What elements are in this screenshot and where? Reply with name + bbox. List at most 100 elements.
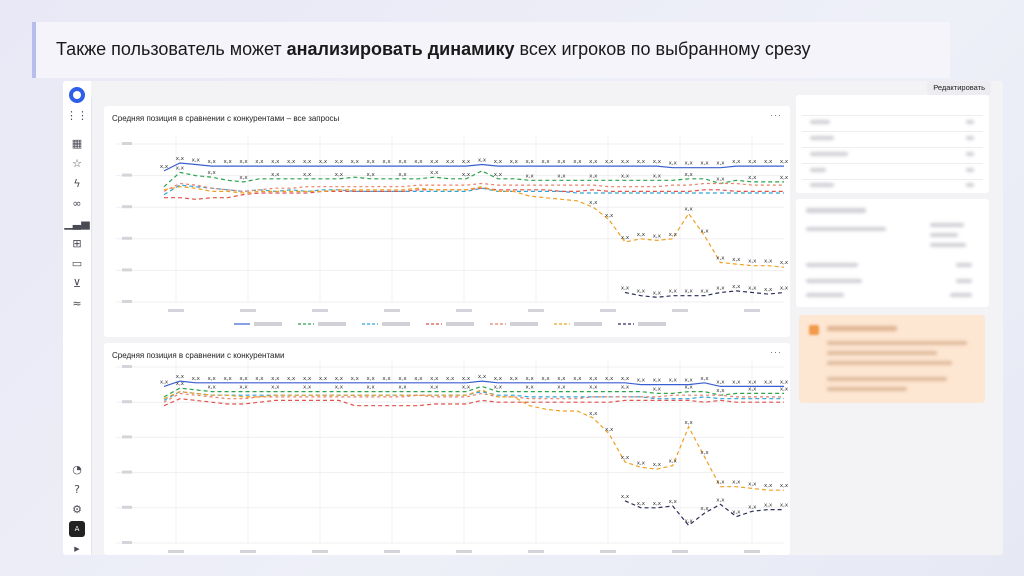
data-label: x,x [748, 386, 757, 392]
series-line-4 [163, 392, 784, 403]
caption-bold: анализировать динамику [286, 39, 515, 59]
edit-button[interactable]: Редактировать [927, 81, 991, 95]
data-label: x,x [478, 374, 487, 380]
data-label: x,x [669, 289, 678, 295]
data-label: x,x [732, 257, 741, 263]
chart-1-menu-button[interactable]: ··· [770, 110, 782, 120]
info-cell [806, 227, 886, 231]
data-label: x,x [653, 386, 662, 392]
slide-caption: Также пользователь может анализировать д… [32, 22, 950, 78]
app-window: ⋮⋮ ▦ ☆ ϟ ∞ ▁▃▅ ⊞ ▭ ⊻ ≈ ◔ ? ⚙ A ▶ Редакти… [63, 81, 1003, 555]
data-label: x,x [382, 376, 391, 382]
recommendation-text [827, 387, 907, 391]
x-tick-label-blurred [384, 309, 400, 312]
data-label: x,x [764, 503, 773, 509]
data-label: x,x [684, 420, 693, 426]
data-label: x,x [526, 376, 535, 382]
gear-icon[interactable]: ⚙ [72, 502, 82, 516]
data-label: x,x [573, 159, 582, 165]
data-label: x,x [637, 232, 646, 238]
data-label: x,x [780, 286, 789, 292]
x-tick-label-blurred [312, 550, 328, 553]
data-label: x,x [192, 158, 201, 164]
data-label: x,x [367, 172, 376, 178]
info-cell [806, 263, 858, 267]
y-tick-label-blurred [122, 365, 132, 368]
right-table-panel [796, 95, 989, 193]
help-icon[interactable]: ? [74, 482, 80, 496]
data-label: x,x [255, 159, 264, 165]
cart-icon[interactable]: ⊻ [72, 276, 82, 290]
expand-icon[interactable]: ▶ [74, 545, 80, 553]
info-cell [806, 293, 844, 297]
chart-2-svg: x,x x,x x,x x,x x,x x,x x,x x,x x,x x,x x,x x,x x,x x… [116, 359, 789, 553]
data-label: x,x [748, 259, 757, 265]
bolt-icon[interactable]: ϟ [73, 176, 81, 190]
x-tick-label-blurred [600, 309, 616, 312]
right-info-panel [796, 199, 989, 307]
data-label: x,x [398, 376, 407, 382]
recommendation-title [827, 326, 897, 331]
data-label: x,x [510, 159, 519, 165]
x-tick-label-blurred [600, 550, 616, 553]
table-cell [966, 120, 974, 124]
grid-icon[interactable]: ⋮⋮ [66, 108, 88, 122]
star-icon[interactable]: ☆ [72, 156, 82, 170]
data-label: x,x [589, 173, 598, 179]
data-label: x,x [208, 385, 217, 391]
data-label: x,x [239, 159, 248, 165]
data-label: x,x [669, 499, 678, 505]
data-label: x,x [780, 386, 789, 392]
user-avatar[interactable]: A [69, 521, 85, 537]
data-label: x,x [684, 518, 693, 524]
series-line-1 [163, 385, 784, 398]
bell-icon[interactable]: ◔ [72, 462, 82, 476]
data-label: x,x [208, 376, 217, 382]
data-label: x,x [494, 385, 503, 391]
settings-sliders-icon[interactable]: ≈ [72, 296, 82, 310]
data-label: x,x [748, 159, 757, 165]
data-label: x,x [684, 385, 693, 391]
data-label: x,x [716, 286, 725, 292]
logo-icon[interactable] [69, 87, 85, 103]
data-label: x,x [367, 385, 376, 391]
data-label: x,x [557, 385, 566, 391]
data-label: x,x [621, 173, 630, 179]
info-cell [930, 223, 964, 227]
data-label: x,x [510, 376, 519, 382]
data-label: x,x [700, 161, 709, 167]
table-cell [966, 152, 974, 156]
bar-chart-icon[interactable]: ▁▃▅ [64, 216, 90, 230]
data-label: x,x [271, 385, 280, 391]
data-label: x,x [780, 503, 789, 509]
legend-label-blurred [574, 322, 602, 326]
data-label: x,x [176, 165, 185, 171]
link-icon[interactable]: ∞ [72, 196, 82, 210]
x-tick-label-blurred [168, 309, 184, 312]
data-label: x,x [526, 385, 535, 391]
series-line-2 [163, 184, 784, 196]
table-icon[interactable]: ⊞ [72, 236, 82, 250]
data-label: x,x [462, 159, 471, 165]
series-line-6 [624, 500, 784, 527]
chart-2-menu-button[interactable]: ··· [770, 347, 782, 357]
legend-label-blurred [638, 322, 666, 326]
data-label: x,x [653, 501, 662, 507]
dashboard-icon[interactable]: ▦ [71, 136, 83, 150]
data-label: x,x [541, 376, 550, 382]
data-label: x,x [589, 376, 598, 382]
info-cell [950, 293, 972, 297]
data-label: x,x [367, 376, 376, 382]
data-label: x,x [732, 159, 741, 165]
data-label: x,x [271, 376, 280, 382]
y-tick-label-blurred [122, 435, 132, 439]
data-label: x,x [494, 376, 503, 382]
data-label: x,x [621, 235, 630, 241]
data-label: x,x [653, 233, 662, 239]
data-label: x,x [653, 290, 662, 296]
chart-2-title: Средняя позиция в сравнении с конкурента… [112, 351, 285, 360]
data-label: x,x [430, 376, 439, 382]
monitor-icon[interactable]: ▭ [71, 256, 83, 270]
data-label: x,x [764, 159, 773, 165]
data-label: x,x [684, 161, 693, 167]
